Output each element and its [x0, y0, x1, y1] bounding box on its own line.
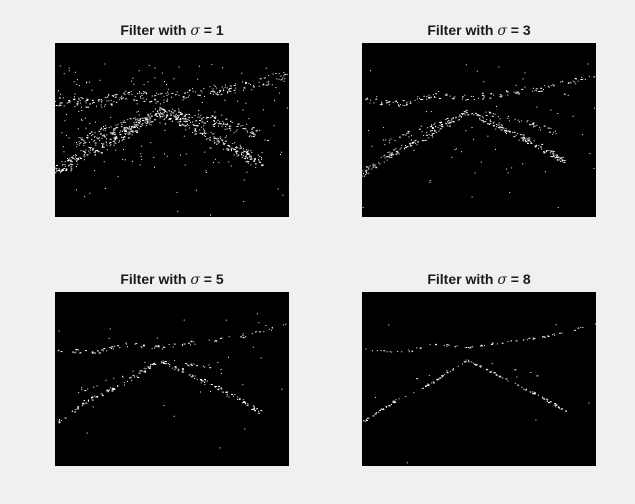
edge-image	[362, 43, 596, 217]
sigma-symbol: σ	[190, 23, 200, 39]
panel-sigma-8: Filter with σ = 8	[362, 271, 596, 466]
panel-title: Filter with σ = 3	[362, 22, 596, 40]
panel-title: Filter with σ = 1	[55, 22, 289, 40]
title-prefix: Filter with	[120, 271, 191, 287]
sigma-symbol: σ	[190, 272, 200, 288]
title-suffix: = 8	[506, 271, 531, 287]
edge-image	[55, 292, 289, 466]
panel-sigma-3: Filter with σ = 3	[362, 22, 596, 217]
title-prefix: Filter with	[427, 22, 498, 38]
edge-image	[362, 292, 596, 466]
panel-title: Filter with σ = 5	[55, 271, 289, 289]
sigma-symbol: σ	[497, 23, 507, 39]
panel-sigma-5: Filter with σ = 5	[55, 271, 289, 466]
title-suffix: = 5	[199, 271, 224, 287]
panel-title: Filter with σ = 8	[362, 271, 596, 289]
title-suffix: = 3	[506, 22, 531, 38]
title-suffix: = 1	[199, 22, 224, 38]
panel-sigma-1: Filter with σ = 1	[55, 22, 289, 217]
title-prefix: Filter with	[427, 271, 498, 287]
edge-image	[55, 43, 289, 217]
sigma-symbol: σ	[497, 272, 507, 288]
title-prefix: Filter with	[120, 22, 191, 38]
